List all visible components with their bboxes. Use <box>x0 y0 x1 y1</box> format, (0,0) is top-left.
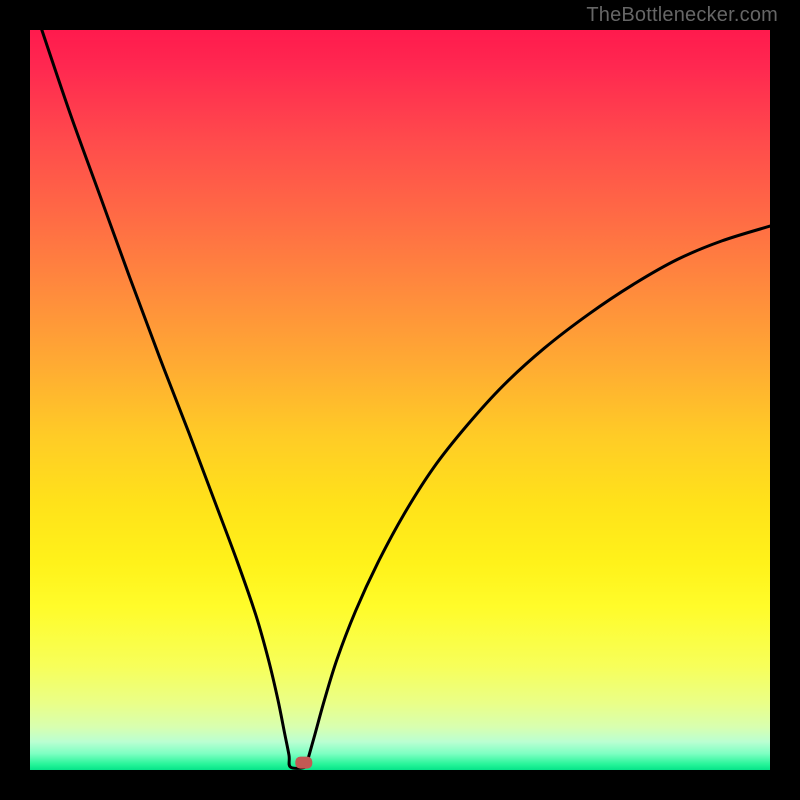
bottleneck-curve <box>42 30 770 768</box>
optimal-point-marker <box>295 757 312 769</box>
chart-frame: TheBottlenecker.com <box>0 0 800 800</box>
bottleneck-chart <box>0 0 800 800</box>
watermark-text: TheBottlenecker.com <box>586 4 778 27</box>
